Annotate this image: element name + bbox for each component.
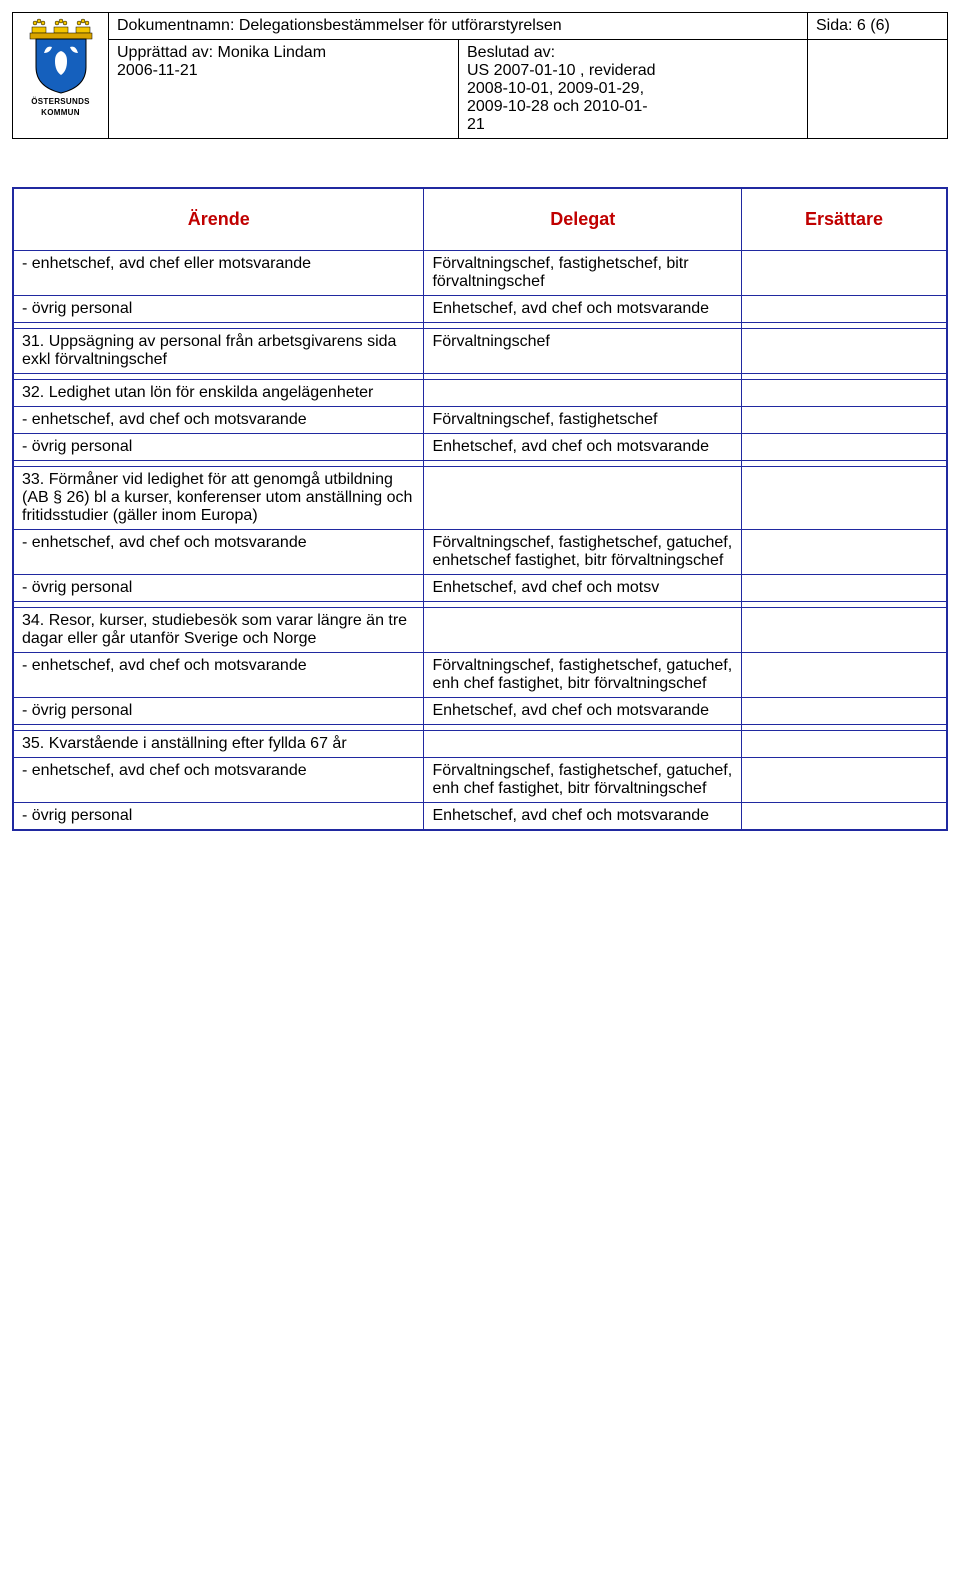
- cell-a: - övrig personal: [13, 575, 424, 602]
- beslutad-line-3: 21: [467, 116, 485, 133]
- cell-c: [742, 608, 948, 653]
- cell-a: 32. Ledighet utan lön för enskilda angel…: [13, 380, 424, 407]
- cell-a: 35. Kvarstående i anställning efter fyll…: [13, 731, 424, 758]
- table-row: - övrig personalEnhetschef, avd chef och…: [13, 575, 947, 602]
- cell-b: Enhetschef, avd chef och motsvarande: [424, 698, 742, 725]
- cell-a: - enhetschef, avd chef och motsvarande: [13, 758, 424, 803]
- upprattad-value: Monika Lindam: [218, 44, 327, 61]
- cell-a: - övrig personal: [13, 803, 424, 831]
- delegation-table: Ärende Delegat Ersättare - enhetschef, a…: [12, 187, 948, 831]
- table-row: - övrig personalEnhetschef, avd chef och…: [13, 434, 947, 461]
- logo-cell: ÖSTERSUNDS KOMMUN: [13, 13, 109, 138]
- cell-b: Enhetschef, avd chef och motsvarande: [424, 803, 742, 831]
- cell-b: Förvaltningschef, fastighetschef, gatuch…: [424, 530, 742, 575]
- upprattad-label: Upprättad av:: [117, 44, 213, 61]
- cell-c: [742, 575, 948, 602]
- cell-b: [424, 731, 742, 758]
- logo-text-1: ÖSTERSUNDS: [31, 97, 90, 106]
- cell-b: Förvaltningschef, fastighetschef, bitr f…: [424, 251, 742, 296]
- table-header-row: Ärende Delegat Ersättare: [13, 188, 947, 251]
- cell-c: [742, 380, 948, 407]
- beslutad-cell: Beslutad av: US 2007-01-10 , reviderad 2…: [458, 40, 807, 138]
- cell-c: [742, 530, 948, 575]
- cell-c: [742, 653, 948, 698]
- cell-b: [424, 467, 742, 530]
- cell-a: 34. Resor, kurser, studiebesök som varar…: [13, 608, 424, 653]
- table-row: 34. Resor, kurser, studiebesök som varar…: [13, 608, 947, 653]
- docname-label: Dokumentnamn:: [117, 17, 234, 34]
- cell-a: - övrig personal: [13, 698, 424, 725]
- cell-c: [742, 329, 948, 374]
- table-row: 32. Ledighet utan lön för enskilda angel…: [13, 380, 947, 407]
- table-row: - övrig personalEnhetschef, avd chef och…: [13, 698, 947, 725]
- document-header: ÖSTERSUNDS KOMMUN Dokumentnamn: Delegati…: [12, 12, 948, 139]
- cell-b: Enhetschef, avd chef och motsv: [424, 575, 742, 602]
- table-row: - enhetschef, avd chef och motsvarandeFö…: [13, 653, 947, 698]
- beslutad-line-2: 2009-10-28 och 2010-01-: [467, 98, 648, 115]
- header-row-1: Dokumentnamn: Delegationsbestämmelser fö…: [109, 13, 947, 40]
- cell-c: [742, 758, 948, 803]
- cell-c: [742, 698, 948, 725]
- table-row: 35. Kvarstående i anställning efter fyll…: [13, 731, 947, 758]
- col-header-ersattare: Ersättare: [742, 188, 948, 251]
- table-row: - enhetschef, avd chef och motsvarandeFö…: [13, 530, 947, 575]
- table-row: 33. Förmåner vid ledighet för att genomg…: [13, 467, 947, 530]
- col-header-delegat: Delegat: [424, 188, 742, 251]
- table-row: - övrig personalEnhetschef, avd chef och…: [13, 296, 947, 323]
- cell-a: 33. Förmåner vid ledighet för att genomg…: [13, 467, 424, 530]
- cell-a: - enhetschef, avd chef och motsvarande: [13, 530, 424, 575]
- table-body: - enhetschef, avd chef eller motsvarande…: [13, 251, 947, 831]
- cell-b: Enhetschef, avd chef och motsvarande: [424, 296, 742, 323]
- beslutad-label: Beslutad av:: [467, 44, 555, 61]
- cell-c: [742, 434, 948, 461]
- header-empty-cell: [807, 40, 947, 138]
- cell-c: [742, 251, 948, 296]
- beslutad-line-0: US 2007-01-10 , reviderad: [467, 62, 656, 79]
- header-row-2: Upprättad av: Monika Lindam 2006-11-21 B…: [109, 40, 947, 138]
- table-row: - enhetschef, avd chef eller motsvarande…: [13, 251, 947, 296]
- docname-value: Delegationsbestämmelser för utförarstyre…: [239, 17, 562, 34]
- ostersund-crest-icon: [26, 17, 96, 95]
- cell-b: Förvaltningschef, fastighetschef, gatuch…: [424, 653, 742, 698]
- cell-c: [742, 803, 948, 831]
- cell-a: - övrig personal: [13, 296, 424, 323]
- cell-a: - enhetschef, avd chef eller motsvarande: [13, 251, 424, 296]
- cell-a: 31. Uppsägning av personal från arbetsgi…: [13, 329, 424, 374]
- upprattad-cell: Upprättad av: Monika Lindam 2006-11-21: [109, 40, 458, 138]
- cell-c: [742, 467, 948, 530]
- beslutad-line-1: 2008-10-01, 2009-01-29,: [467, 80, 644, 97]
- page-cell: Sida: 6 (6): [807, 13, 947, 40]
- page-label: Sida:: [816, 17, 852, 34]
- table-row: - enhetschef, avd chef och motsvarandeFö…: [13, 407, 947, 434]
- cell-a: - övrig personal: [13, 434, 424, 461]
- table-row: - enhetschef, avd chef och motsvarandeFö…: [13, 758, 947, 803]
- cell-c: [742, 407, 948, 434]
- cell-b: [424, 380, 742, 407]
- upprattad-date: 2006-11-21: [117, 62, 198, 79]
- cell-c: [742, 296, 948, 323]
- table-row: 31. Uppsägning av personal från arbetsgi…: [13, 329, 947, 374]
- logo-text-2: KOMMUN: [41, 108, 80, 117]
- cell-a: - enhetschef, avd chef och motsvarande: [13, 407, 424, 434]
- cell-b: Förvaltningschef, fastighetschef: [424, 407, 742, 434]
- col-header-arende: Ärende: [13, 188, 424, 251]
- cell-b: Förvaltningschef, fastighetschef, gatuch…: [424, 758, 742, 803]
- cell-c: [742, 731, 948, 758]
- table-row: - övrig personalEnhetschef, avd chef och…: [13, 803, 947, 831]
- cell-b: Enhetschef, avd chef och motsvarande: [424, 434, 742, 461]
- docname-cell: Dokumentnamn: Delegationsbestämmelser fö…: [109, 13, 807, 40]
- cell-b: Förvaltningschef: [424, 329, 742, 374]
- cell-a: - enhetschef, avd chef och motsvarande: [13, 653, 424, 698]
- page-value: 6 (6): [857, 17, 890, 34]
- cell-b: [424, 608, 742, 653]
